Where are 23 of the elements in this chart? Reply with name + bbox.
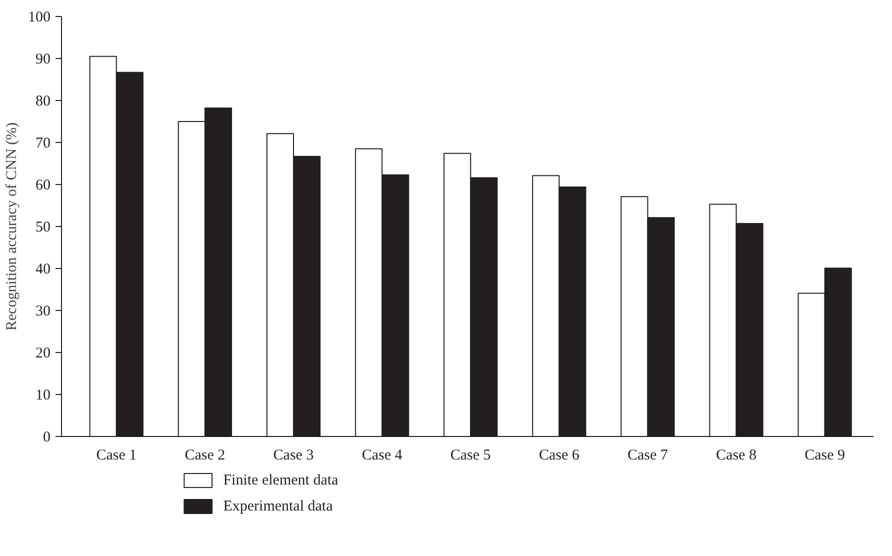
y-tick-label: 30 — [36, 304, 50, 320]
x-tick-label: Case 2 — [184, 448, 226, 464]
x-tick-label: Case 4 — [362, 448, 403, 464]
y-tick-label: 0 — [43, 430, 50, 446]
y-axis-title: Recognition accuracy of CNN (%) — [4, 122, 20, 331]
x-tick-label: Case 6 — [538, 448, 580, 464]
x-tick-label: Case 8 — [716, 448, 756, 464]
y-tick-label: 20 — [36, 346, 50, 362]
x-tick-label: Case 5 — [450, 448, 491, 464]
y-tick-label: 70 — [36, 136, 50, 152]
legend-label: Finite element data — [223, 472, 339, 488]
x-tick-label: Case 7 — [627, 448, 668, 464]
y-tick-label: 100 — [28, 10, 50, 26]
x-tick-label: Case 9 — [804, 448, 846, 464]
x-tick-label: Case 1 — [96, 448, 137, 464]
y-tick-label: 80 — [36, 94, 50, 110]
y-tick-label: 60 — [36, 178, 50, 194]
y-tick-label: 90 — [36, 52, 50, 68]
x-tick-label: Case 3 — [273, 448, 314, 464]
y-tick-label: 10 — [36, 388, 50, 404]
legend-label: Experimental data — [223, 498, 334, 514]
y-tick-label: 50 — [36, 220, 50, 236]
y-tick-label: 40 — [36, 262, 50, 278]
